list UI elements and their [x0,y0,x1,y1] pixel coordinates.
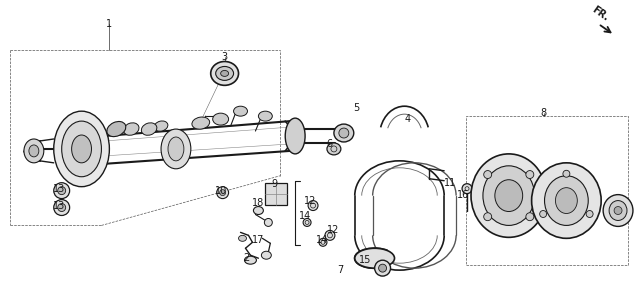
Text: 9: 9 [271,179,277,189]
Text: 12: 12 [327,225,339,235]
Ellipse shape [161,129,191,169]
Ellipse shape [526,213,534,221]
Ellipse shape [319,238,327,246]
Ellipse shape [495,180,523,211]
Text: 17: 17 [252,235,264,245]
Ellipse shape [212,113,228,125]
Text: 1: 1 [106,19,113,29]
Ellipse shape [221,70,228,76]
Ellipse shape [614,206,622,215]
Ellipse shape [545,176,588,225]
Ellipse shape [58,204,66,211]
Ellipse shape [24,139,44,163]
Text: 13: 13 [52,184,65,194]
Ellipse shape [484,171,492,179]
Ellipse shape [264,218,272,226]
Ellipse shape [239,235,246,241]
Text: 8: 8 [540,108,547,118]
Ellipse shape [259,111,272,121]
Text: 7: 7 [337,265,343,275]
Ellipse shape [253,206,264,215]
Ellipse shape [154,121,168,131]
Ellipse shape [211,61,239,85]
Ellipse shape [325,230,335,240]
Ellipse shape [107,122,126,137]
Ellipse shape [61,121,101,177]
Ellipse shape [556,188,577,213]
Ellipse shape [217,187,228,199]
Ellipse shape [334,124,354,142]
Bar [266,183,287,204]
Ellipse shape [72,135,92,163]
Ellipse shape [308,201,318,211]
Text: FR.: FR. [590,4,611,23]
Ellipse shape [339,128,349,138]
Text: 3: 3 [221,52,228,61]
Ellipse shape [261,251,271,259]
Bar [466,116,628,265]
Text: 14: 14 [299,211,311,222]
Ellipse shape [327,143,341,155]
Ellipse shape [54,111,109,187]
Text: 12: 12 [304,195,316,206]
Ellipse shape [484,213,492,221]
Ellipse shape [563,170,570,177]
Ellipse shape [29,145,39,157]
Ellipse shape [379,264,387,272]
Text: 2: 2 [243,253,250,263]
Text: 10: 10 [214,186,227,196]
Ellipse shape [124,123,139,135]
Ellipse shape [355,248,394,268]
Text: 15: 15 [358,255,371,265]
Ellipse shape [54,200,70,215]
Ellipse shape [141,123,157,135]
Ellipse shape [58,187,66,195]
Ellipse shape [192,117,210,129]
Text: 4: 4 [404,114,410,124]
Ellipse shape [483,166,534,225]
Ellipse shape [532,163,601,238]
Ellipse shape [586,211,593,218]
Ellipse shape [303,218,311,226]
Text: 5: 5 [354,103,360,113]
Ellipse shape [234,106,248,116]
Ellipse shape [471,154,547,237]
Text: 14: 14 [316,235,328,245]
Ellipse shape [216,66,234,80]
Ellipse shape [244,256,257,264]
Ellipse shape [285,118,305,154]
Ellipse shape [603,195,633,226]
Ellipse shape [462,184,472,194]
Ellipse shape [168,137,184,161]
Ellipse shape [526,171,534,179]
Ellipse shape [609,201,627,220]
Text: 6: 6 [327,139,333,149]
Ellipse shape [220,190,226,196]
Text: 18: 18 [252,197,264,208]
Ellipse shape [540,211,547,218]
Text: 16: 16 [457,190,469,200]
Ellipse shape [374,260,390,276]
Text: 11: 11 [444,178,456,188]
Text: 13: 13 [52,201,65,211]
Ellipse shape [54,183,70,199]
